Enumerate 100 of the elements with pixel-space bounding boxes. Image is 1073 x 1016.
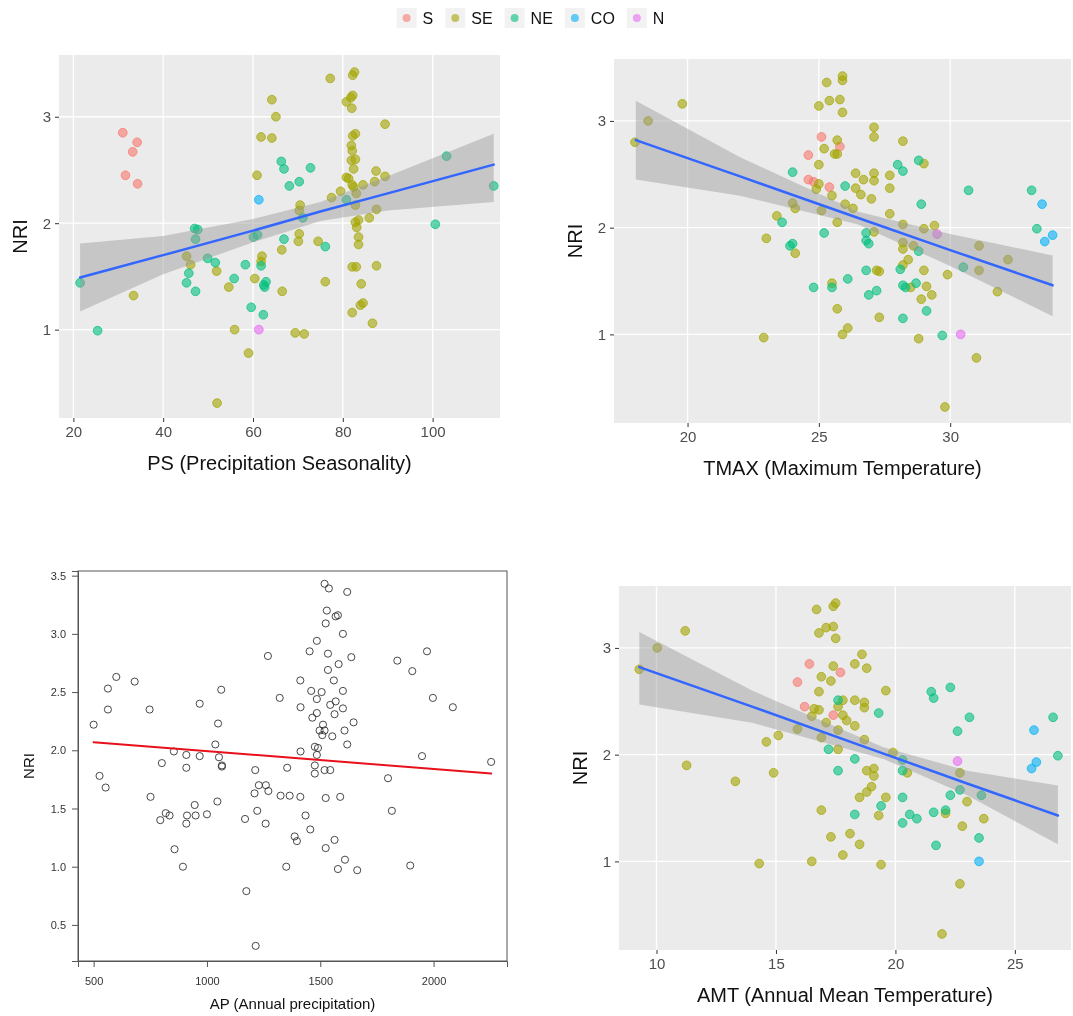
point xyxy=(1037,199,1047,210)
point xyxy=(916,199,927,210)
y-tick-label: 1 xyxy=(602,852,611,870)
y-tick-label: 2.0 xyxy=(50,744,66,757)
legend-label: S xyxy=(422,10,434,27)
point xyxy=(1048,712,1058,723)
point xyxy=(804,659,815,669)
x-tick-label: 40 xyxy=(155,422,173,440)
point xyxy=(849,754,860,764)
x-tick-label: 80 xyxy=(334,422,352,440)
legend-label: CO xyxy=(590,10,615,27)
point xyxy=(792,677,803,687)
y-tick-label: 2 xyxy=(597,218,606,236)
point xyxy=(945,682,956,693)
point xyxy=(840,181,850,191)
point xyxy=(183,268,194,279)
point xyxy=(898,313,908,324)
point xyxy=(294,176,305,187)
point xyxy=(833,765,843,776)
x-tick-label: 1500 xyxy=(308,974,333,987)
point xyxy=(120,170,131,181)
point xyxy=(937,330,948,341)
point xyxy=(276,156,287,167)
x-tick-label: 500 xyxy=(84,974,104,987)
point xyxy=(279,164,289,174)
x-tick-label: 30 xyxy=(942,427,960,445)
point xyxy=(1047,230,1058,240)
point xyxy=(913,155,924,166)
point xyxy=(876,801,886,811)
point xyxy=(777,217,787,228)
point xyxy=(974,833,984,843)
point xyxy=(892,159,903,170)
x-tick-label: 25 xyxy=(1007,954,1024,972)
point xyxy=(253,324,264,335)
point xyxy=(895,264,906,275)
point xyxy=(258,309,269,320)
point xyxy=(827,282,837,293)
point xyxy=(904,809,915,820)
point xyxy=(835,667,846,678)
y-tick-label: 3 xyxy=(42,108,51,126)
y-tick-label: 2 xyxy=(42,214,51,232)
point xyxy=(928,693,939,703)
point xyxy=(861,265,872,276)
point xyxy=(928,807,939,818)
point xyxy=(253,194,264,205)
point xyxy=(912,813,922,824)
point xyxy=(952,726,963,737)
point xyxy=(849,809,860,820)
y-tick-label: 3.5 xyxy=(50,569,66,582)
x-tick-label: 20 xyxy=(679,427,697,445)
point xyxy=(808,282,819,293)
legend-label: N xyxy=(652,10,665,27)
y-axis-title: NRI xyxy=(569,750,591,786)
point xyxy=(246,302,257,313)
point xyxy=(190,286,201,297)
point xyxy=(132,137,143,148)
point xyxy=(871,285,882,296)
point xyxy=(952,756,963,766)
point xyxy=(824,182,835,192)
point xyxy=(799,701,810,712)
y-tick-label: 3 xyxy=(597,112,606,130)
point xyxy=(1052,750,1063,761)
point xyxy=(320,241,331,252)
x-tick-label: 20 xyxy=(65,422,83,440)
point xyxy=(240,259,251,270)
point xyxy=(842,274,853,284)
point xyxy=(897,792,908,803)
x-tick-label: 60 xyxy=(245,422,262,440)
y-tick-label: 2.5 xyxy=(50,686,66,699)
legend-label: NE xyxy=(530,10,553,27)
point xyxy=(787,167,798,178)
point xyxy=(873,708,884,718)
point xyxy=(945,790,956,801)
y-axis-title: NRI xyxy=(20,753,37,779)
point xyxy=(1039,236,1050,247)
point xyxy=(1031,757,1042,767)
x-tick-label: 100 xyxy=(420,422,446,440)
x-tick-label: 1000 xyxy=(195,974,220,987)
x-tick-label: 15 xyxy=(768,954,785,972)
x-tick-label: 2000 xyxy=(421,974,447,987)
y-tick-label: 3 xyxy=(602,639,611,657)
point xyxy=(819,228,829,238)
point xyxy=(127,147,138,157)
point xyxy=(897,818,908,828)
point xyxy=(911,278,921,289)
point xyxy=(963,185,974,196)
point xyxy=(964,712,975,723)
y-tick-label: 1.5 xyxy=(50,802,66,815)
point xyxy=(430,219,441,230)
point xyxy=(898,166,908,176)
x-tick-label: 25 xyxy=(811,427,828,445)
x-axis-title: AMT (Annual Mean Temperature) xyxy=(696,984,994,1006)
y-tick-label: 1 xyxy=(597,325,606,343)
x-axis-title: TMAX (Maximum Temperature) xyxy=(703,457,982,479)
point xyxy=(229,273,240,284)
point xyxy=(833,695,843,706)
x-axis-title: AP (Annual precipitation) xyxy=(209,995,376,1012)
point xyxy=(931,840,941,851)
y-axis-title: NRI xyxy=(9,219,31,254)
point xyxy=(803,150,814,160)
